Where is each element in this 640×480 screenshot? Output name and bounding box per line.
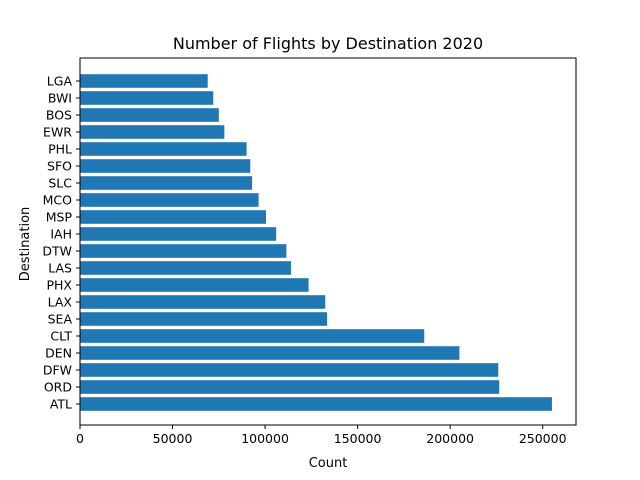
bar-dfw (80, 363, 499, 377)
bar-mco (80, 193, 259, 207)
y-tick-label: SFO (47, 159, 72, 174)
x-axis-ticks: 0 50000 100000 150000 200000 250000 (76, 425, 567, 446)
y-axis-label: Destination (18, 207, 33, 282)
bar-ord (80, 380, 500, 394)
bar-bwi (80, 91, 214, 105)
bar-msp (80, 210, 266, 224)
bar-ewr (80, 125, 225, 139)
bar-las (80, 261, 291, 275)
chart-title: Number of Flights by Destination 2020 (173, 34, 483, 53)
bar-lga (80, 74, 208, 88)
y-tick-label: EWR (43, 125, 72, 140)
y-tick-label: DEN (45, 346, 72, 361)
y-tick-label: MSP (46, 210, 73, 225)
y-tick-label: MCO (43, 193, 73, 208)
y-tick-label: BOS (46, 108, 72, 123)
y-tick-label: LAX (48, 295, 73, 310)
x-tick-label: 200000 (426, 431, 474, 446)
bar-atl (80, 397, 552, 411)
y-tick-label: LAS (48, 261, 72, 276)
bar-clt (80, 329, 425, 343)
y-tick-label: PHL (48, 142, 72, 157)
bar-phl (80, 142, 247, 156)
bar-bos (80, 108, 219, 122)
bar-iah (80, 227, 277, 241)
bar-sfo (80, 159, 251, 173)
y-tick-label: LGA (47, 74, 73, 89)
x-tick-label: 100000 (241, 431, 289, 446)
y-tick-label: DTW (42, 244, 72, 259)
x-axis-label: Count (309, 456, 348, 471)
bar-lax (80, 295, 326, 309)
bar-slc (80, 176, 253, 190)
bar-phx (80, 278, 309, 292)
y-tick-label: BWI (48, 91, 72, 106)
plot-frame (79, 57, 577, 426)
y-tick-label: ATL (50, 397, 72, 412)
y-tick-label: PHX (46, 278, 72, 293)
y-tick-label: IAH (50, 227, 72, 242)
x-tick-label: 50000 (153, 431, 193, 446)
y-tick-label: ORD (44, 380, 72, 395)
x-tick-label: 250000 (519, 431, 567, 446)
bar-dtw (80, 244, 287, 258)
y-tick-label: SLC (48, 176, 72, 191)
y-axis-ticks: ATL ORD DFW DEN CLT SEA LAX PHX LAS DTW IAH MSP MCO S… (42, 74, 80, 412)
y-tick-label: DFW (43, 363, 72, 378)
x-tick-label: 0 (76, 431, 84, 446)
y-tick-label: SEA (48, 312, 73, 327)
bar-den (80, 346, 460, 360)
x-tick-label: 150000 (334, 431, 382, 446)
y-tick-label: CLT (50, 329, 72, 344)
bars-group (80, 74, 552, 411)
bar-sea (80, 312, 328, 326)
